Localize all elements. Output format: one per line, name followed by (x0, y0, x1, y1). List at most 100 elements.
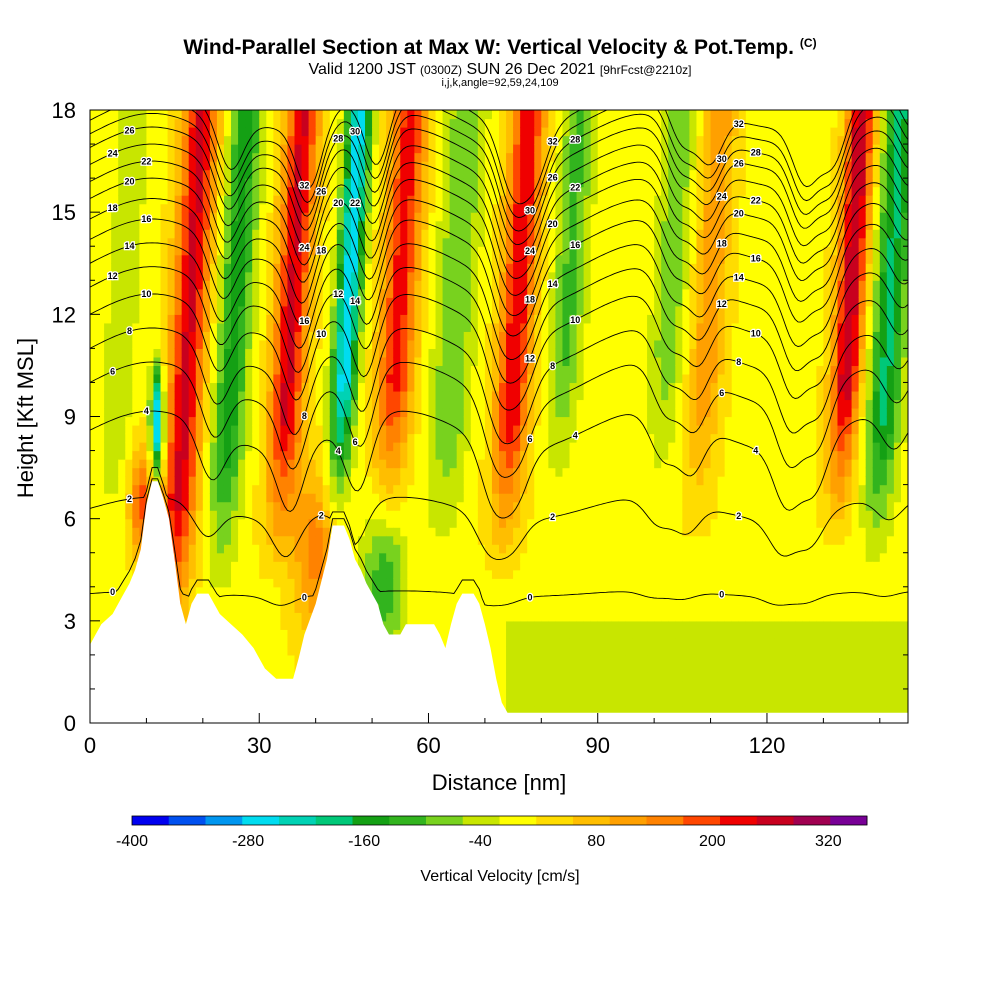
velocity-cell (470, 314, 479, 324)
velocity-cell (223, 390, 232, 401)
velocity-cell (555, 629, 564, 639)
velocity-cell (252, 552, 260, 562)
velocity-cell (231, 442, 239, 452)
velocity-cell (245, 603, 253, 613)
velocity-cell (188, 237, 197, 247)
velocity-cell (202, 365, 211, 375)
velocity-cell (139, 314, 148, 324)
velocity-cell (527, 595, 535, 605)
velocity-cell (238, 620, 246, 630)
velocity-cell (569, 178, 578, 188)
velocity-cell (280, 535, 289, 545)
velocity-cell (491, 246, 500, 256)
velocity-cell (153, 118, 162, 128)
velocity-cell (223, 476, 232, 486)
velocity-cell (97, 407, 105, 418)
velocity-cell (442, 169, 451, 179)
velocity-cell (350, 135, 359, 145)
velocity-cell (569, 365, 578, 375)
velocity-cell (336, 373, 345, 384)
velocity-cell (167, 280, 176, 290)
velocity-cell (379, 552, 387, 562)
velocity-cell (153, 382, 162, 392)
velocity-cell (111, 288, 119, 298)
velocity-cell (216, 314, 225, 324)
velocity-cell (266, 322, 274, 332)
velocity-cell (146, 186, 155, 196)
velocity-cell (499, 322, 507, 332)
velocity-cell (252, 629, 260, 639)
velocity-cell (527, 697, 535, 707)
velocity-cell (209, 118, 218, 128)
velocity-cell (252, 144, 260, 154)
velocity-cell (520, 144, 528, 154)
velocity-cell (287, 671, 296, 682)
velocity-cell (513, 629, 521, 639)
velocity-cell (174, 501, 183, 511)
velocity-cell (118, 467, 126, 477)
velocity-cell (322, 195, 331, 205)
velocity-cell (209, 433, 218, 443)
velocity-cell (181, 518, 190, 528)
velocity-cell (97, 459, 105, 469)
velocity-cell (484, 169, 493, 179)
velocity-cell (520, 705, 528, 716)
velocity-cell (534, 152, 542, 162)
velocity-cell (259, 280, 267, 290)
velocity-cell (499, 595, 507, 605)
velocity-cell (499, 144, 507, 154)
velocity-cell (146, 314, 155, 324)
velocity-cell (301, 612, 310, 622)
velocity-cell (421, 501, 430, 511)
velocity-cell (118, 314, 126, 324)
velocity-cell (195, 305, 204, 315)
velocity-cell (484, 280, 493, 290)
velocity-cell (569, 407, 578, 418)
velocity-cell (372, 144, 380, 154)
velocity-cell (527, 510, 535, 520)
velocity-cell (449, 263, 458, 273)
velocity-cell (111, 110, 119, 120)
velocity-cell (400, 450, 408, 460)
velocity-cell (308, 212, 317, 222)
velocity-cell (287, 595, 296, 605)
velocity-cell (188, 339, 197, 349)
velocity-cell (266, 127, 274, 137)
velocity-cell (336, 467, 345, 477)
velocity-cell (315, 186, 324, 196)
velocity-cell (238, 263, 246, 273)
velocity-cell (308, 416, 317, 426)
velocity-cell (104, 552, 112, 562)
velocity-cell (372, 552, 380, 562)
velocity-cell (534, 561, 542, 571)
velocity-cell (372, 476, 380, 486)
velocity-cell (463, 220, 472, 230)
velocity-cell (442, 263, 451, 273)
velocity-cell (336, 348, 345, 358)
velocity-cell (111, 450, 119, 460)
velocity-cell (357, 527, 366, 537)
velocity-cell (407, 595, 415, 605)
velocity-cell (372, 195, 380, 205)
velocity-cell (442, 220, 451, 230)
velocity-cell (470, 246, 479, 256)
velocity-cell (386, 595, 394, 605)
velocity-cell (576, 578, 585, 588)
velocity-cell (569, 195, 578, 205)
velocity-cell (343, 263, 352, 273)
velocity-cell (245, 297, 253, 307)
velocity-cell (216, 365, 225, 375)
velocity-cell (513, 390, 521, 401)
velocity-cell (174, 237, 183, 247)
velocity-cell (491, 433, 500, 443)
velocity-cell (259, 220, 267, 230)
velocity-cell (569, 544, 578, 554)
velocity-cell (245, 535, 253, 545)
velocity-cell (139, 271, 148, 281)
velocity-cell (181, 178, 190, 188)
velocity-cell (259, 382, 267, 392)
velocity-cell (266, 407, 274, 418)
velocity-cell (336, 220, 345, 230)
velocity-cell (357, 552, 366, 562)
velocity-cell (104, 212, 112, 222)
